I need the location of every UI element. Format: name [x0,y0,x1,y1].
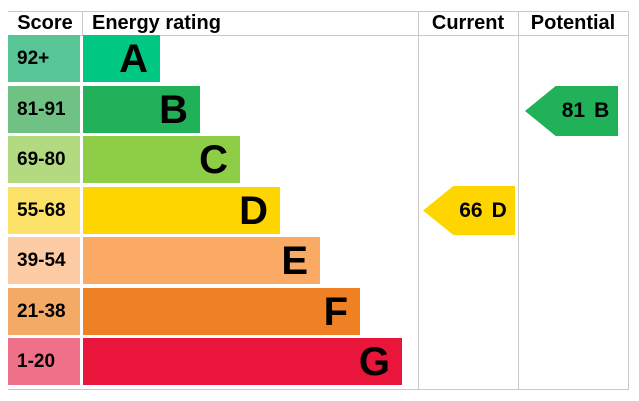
band-row-f: 21-38 F [8,288,628,335]
potential-column-left-line [518,11,519,390]
band-letter: G [358,339,390,384]
right-border-line [628,11,629,390]
band-score-range: 21-38 [8,288,80,335]
band-letter: C [199,137,228,182]
band-letter: E [281,238,308,283]
top-border-line [8,11,628,12]
current-rating-value: 66 [459,198,483,222]
band-bar: D [83,187,280,234]
band-bar: F [83,288,360,335]
score-header-divider-line [82,11,83,35]
band-score-range: 39-54 [8,237,80,284]
band-score-range: 55-68 [8,187,80,234]
band-bar: G [83,338,402,385]
current-rating-band: D [491,198,507,222]
band-letter: A [119,36,148,81]
band-letter: B [159,87,188,132]
band-bar: C [83,136,240,183]
header-score: Score [17,11,73,34]
band-letter: F [323,289,348,334]
band-bar: A [83,35,160,82]
current-column-left-line [418,11,419,390]
header-current: Current [431,11,505,34]
band-score-range: 81-91 [8,86,80,133]
potential-rating-band: B [594,99,610,122]
band-row-b: 81-91 B [8,86,628,133]
band-letter: D [239,188,268,233]
header-divider-line [8,35,628,36]
band-bar: E [83,237,320,284]
band-score-range: 69-80 [8,136,80,183]
bottom-border-line [8,389,628,390]
band-row-g: 1-20 G [8,338,628,385]
potential-rating-arrow: 81 B [525,86,618,136]
band-row-a: 92+ A [8,35,628,82]
band-score-range: 92+ [8,35,80,82]
header-potential: Potential [530,11,616,34]
band-row-c: 69-80 C [8,136,628,183]
header-energy-rating: Energy rating [92,11,221,34]
band-row-d: 55-68 D [8,187,628,234]
band-bar: B [83,86,200,133]
band-row-e: 39-54 E [8,237,628,284]
band-score-range: 1-20 [8,338,80,385]
potential-rating-value: 81 [561,99,586,122]
